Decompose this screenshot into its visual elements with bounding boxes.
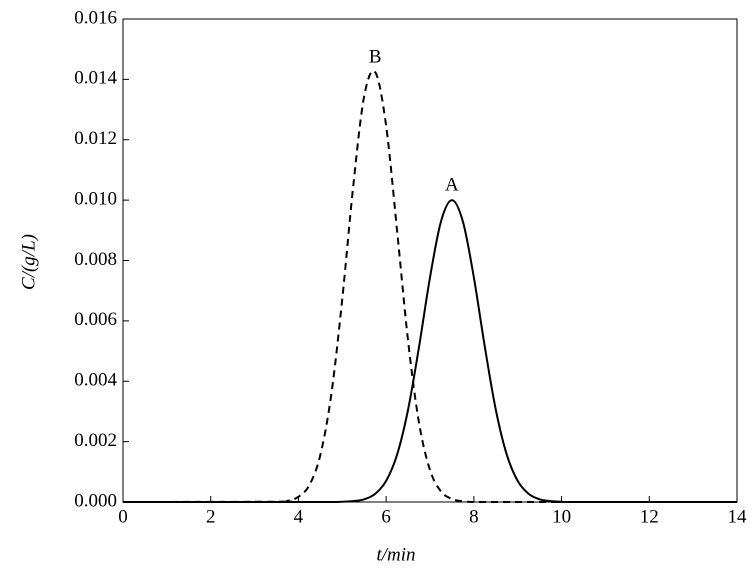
series-line (122, 69, 737, 504)
y-tick-label: 0.000 (74, 490, 117, 511)
series-line (123, 199, 738, 504)
y-axis-title: C/(g/L) (18, 234, 39, 290)
y-tick-label: 0.004 (74, 370, 117, 391)
plot-frame (122, 18, 738, 503)
x-axis-title: t/min (376, 544, 415, 565)
y-tick-label: 0.012 (74, 128, 117, 149)
x-tick-label: 0 (118, 506, 128, 527)
x-tick-label: 14 (728, 506, 748, 527)
y-tick-label: 0.016 (74, 7, 117, 28)
y-tick-label: 0.008 (74, 249, 117, 270)
y-tick-label: 0.010 (74, 188, 117, 209)
x-tick-label: 6 (381, 506, 391, 527)
x-tick-label: 8 (469, 506, 479, 527)
series-label: B (369, 46, 382, 67)
x-tick-label: 2 (206, 506, 216, 527)
x-tick-label: 10 (552, 506, 571, 527)
y-tick-label: 0.014 (74, 68, 117, 89)
x-tick-label: 12 (640, 506, 659, 527)
x-tick-label: 4 (294, 506, 304, 527)
y-tick-label: 0.002 (74, 430, 117, 451)
series-label: A (445, 174, 459, 195)
y-tick-label: 0.006 (74, 309, 117, 330)
